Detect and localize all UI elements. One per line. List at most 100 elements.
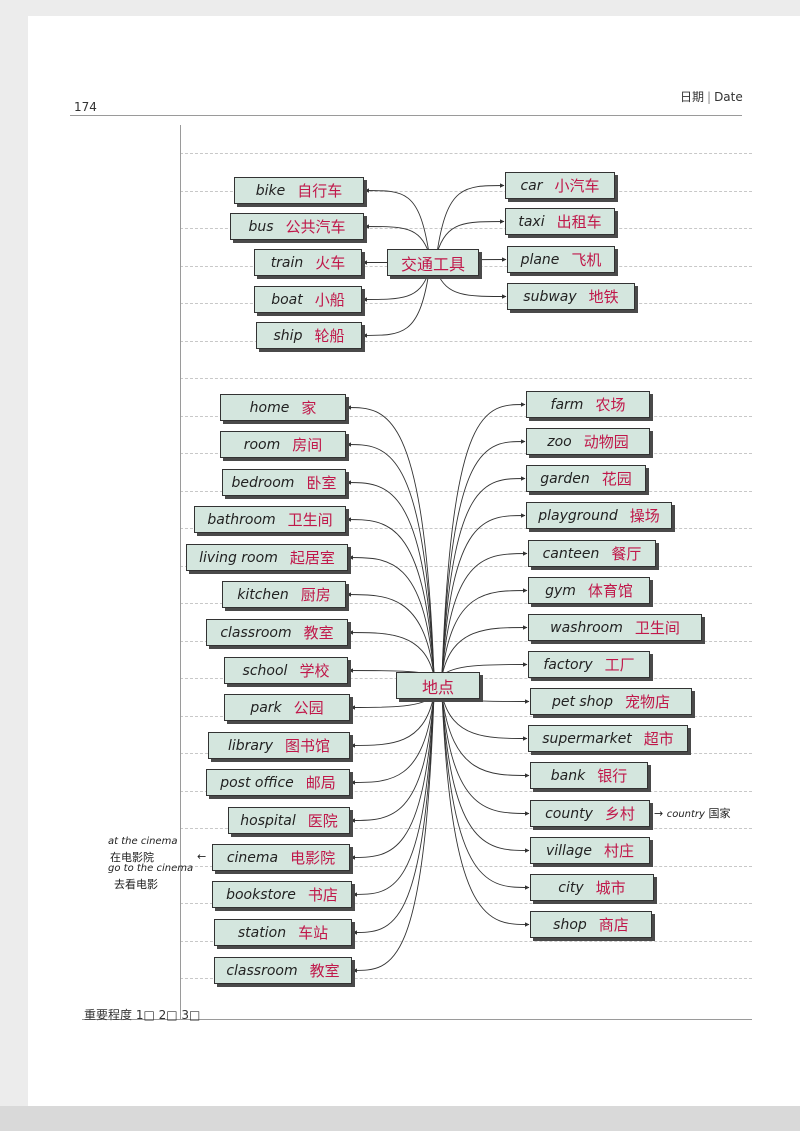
vocab-chinese: 电影院: [290, 849, 336, 867]
ruled-line: [180, 528, 752, 529]
margin-line: [180, 125, 181, 1020]
vocab-chinese: 厨房: [300, 586, 331, 604]
vocab-english: washroom: [550, 619, 623, 636]
vocab-english: canteen: [542, 545, 600, 562]
ruled-line: [180, 866, 752, 867]
ruled-line: [180, 341, 752, 342]
ruled-line: [180, 303, 752, 304]
vocab-english: supermarket: [542, 730, 632, 747]
vocab-chinese: 工厂: [604, 656, 635, 674]
vocab-chinese: 家: [301, 399, 317, 417]
places-right-item-6: washroom 卫生间: [528, 614, 702, 641]
vocab-english: bedroom: [231, 474, 295, 491]
vocab-english: plane: [520, 251, 560, 268]
ruled-line: [180, 828, 752, 829]
vocab-chinese: 卫生间: [634, 619, 680, 637]
ruled-line: [180, 903, 752, 904]
top-rule: [70, 115, 742, 116]
vocab-chinese: 城市: [595, 879, 626, 897]
county-note-en: country: [666, 809, 705, 820]
ruled-line: [180, 153, 752, 154]
transport-right-item-2: plane 飞机: [507, 246, 615, 273]
places-left-item-9: library 图书馆: [208, 732, 350, 759]
places-right-item-7: factory 工厂: [528, 651, 650, 678]
places-left-connector: [348, 555, 435, 677]
places-right-connector: [441, 439, 526, 677]
places-left-connector: [346, 405, 435, 677]
places-left-connector: [346, 442, 435, 677]
vocab-chinese: 地铁: [588, 288, 619, 306]
places-left-connector: [346, 480, 435, 677]
county-note-zh: 国家: [708, 807, 731, 820]
vocab-english: home: [249, 399, 290, 416]
vocab-english: bookstore: [226, 886, 296, 903]
vocab-chinese: 宠物店: [625, 693, 671, 711]
ruled-line: [180, 978, 752, 979]
vocab-chinese: 小船: [314, 291, 345, 309]
vocab-english: gym: [545, 582, 576, 599]
transport-left-item-4: ship 轮船: [256, 322, 362, 349]
vocab-chinese: 车站: [298, 924, 329, 942]
vocab-chinese: 卧室: [306, 474, 337, 492]
vocab-english: shop: [553, 916, 587, 933]
vocab-english: classroom: [226, 962, 298, 979]
ruled-line: [180, 641, 752, 642]
vocab-english: car: [520, 177, 543, 194]
vocab-english: subway: [523, 288, 577, 305]
ruled-line: [180, 566, 752, 567]
page-number: 174: [74, 100, 97, 114]
vocab-chinese: 卫生间: [287, 511, 333, 529]
places-right-item-9: supermarket 超市: [528, 725, 688, 752]
places-left-connector: [350, 694, 435, 748]
places-hub: 地点: [396, 672, 480, 699]
vocab-english: living room: [199, 549, 278, 566]
places-right-connector: [441, 694, 530, 890]
places-right-item-8: pet shop 宠物店: [530, 688, 692, 715]
date-label-en: Date: [714, 90, 743, 104]
places-left-item-6: classroom 教室: [206, 619, 348, 646]
vocab-chinese: 学校: [299, 662, 330, 680]
vocab-english: park: [250, 699, 282, 716]
places-left-connector: [348, 630, 435, 677]
vocab-english: hospital: [240, 812, 296, 829]
vocab-english: bathroom: [207, 511, 276, 528]
vocab-english: pet shop: [551, 693, 614, 710]
county-note: → country 国家: [654, 805, 730, 821]
vocab-chinese: 书店: [307, 886, 338, 904]
places-left-connector: [352, 694, 435, 935]
places-left-connector: [352, 694, 435, 897]
places-right-item-4: canteen 餐厅: [528, 540, 656, 567]
vocab-chinese: 教室: [309, 962, 340, 980]
date-label-zh: 日期: [680, 90, 705, 104]
cinema-note-go: go to the cinema: [108, 863, 194, 874]
vocab-chinese: 农场: [595, 396, 626, 414]
places-right-connector: [441, 588, 528, 677]
places-left-item-12: cinema 电影院: [212, 844, 350, 871]
places-right-item-5: gym 体育馆: [528, 577, 650, 604]
ruled-line: [180, 228, 752, 229]
vocab-english: post office: [220, 774, 294, 791]
places-left-connector: [352, 694, 435, 973]
vocab-english: village: [545, 842, 593, 859]
places-left-connector: [346, 592, 435, 677]
vocab-english: station: [237, 924, 287, 941]
vocab-chinese: 教室: [303, 624, 334, 642]
places-right-connector: [441, 625, 528, 677]
vocab-chinese: 交通工具: [400, 254, 465, 274]
places-right-item-3: playground 操场: [526, 502, 672, 529]
transport-hub: 交通工具: [387, 249, 479, 276]
ruled-line: [180, 941, 752, 942]
places-left-item-8: park 公园: [224, 694, 350, 721]
vocab-english: zoo: [547, 433, 572, 450]
right-arrow-icon: →: [654, 807, 664, 820]
places-left-item-10: post office 邮局: [206, 769, 350, 796]
places-left-connector: [350, 694, 435, 823]
transport-left-connector: [362, 271, 430, 338]
places-right-connector: [441, 551, 528, 677]
ruled-line: [180, 753, 752, 754]
date-separator: |: [707, 90, 712, 104]
places-left-item-3: bathroom 卫生间: [194, 506, 346, 533]
places-left-connector: [350, 694, 435, 785]
scan-edge: [0, 1106, 800, 1131]
vocab-chinese: 房间: [292, 436, 323, 454]
